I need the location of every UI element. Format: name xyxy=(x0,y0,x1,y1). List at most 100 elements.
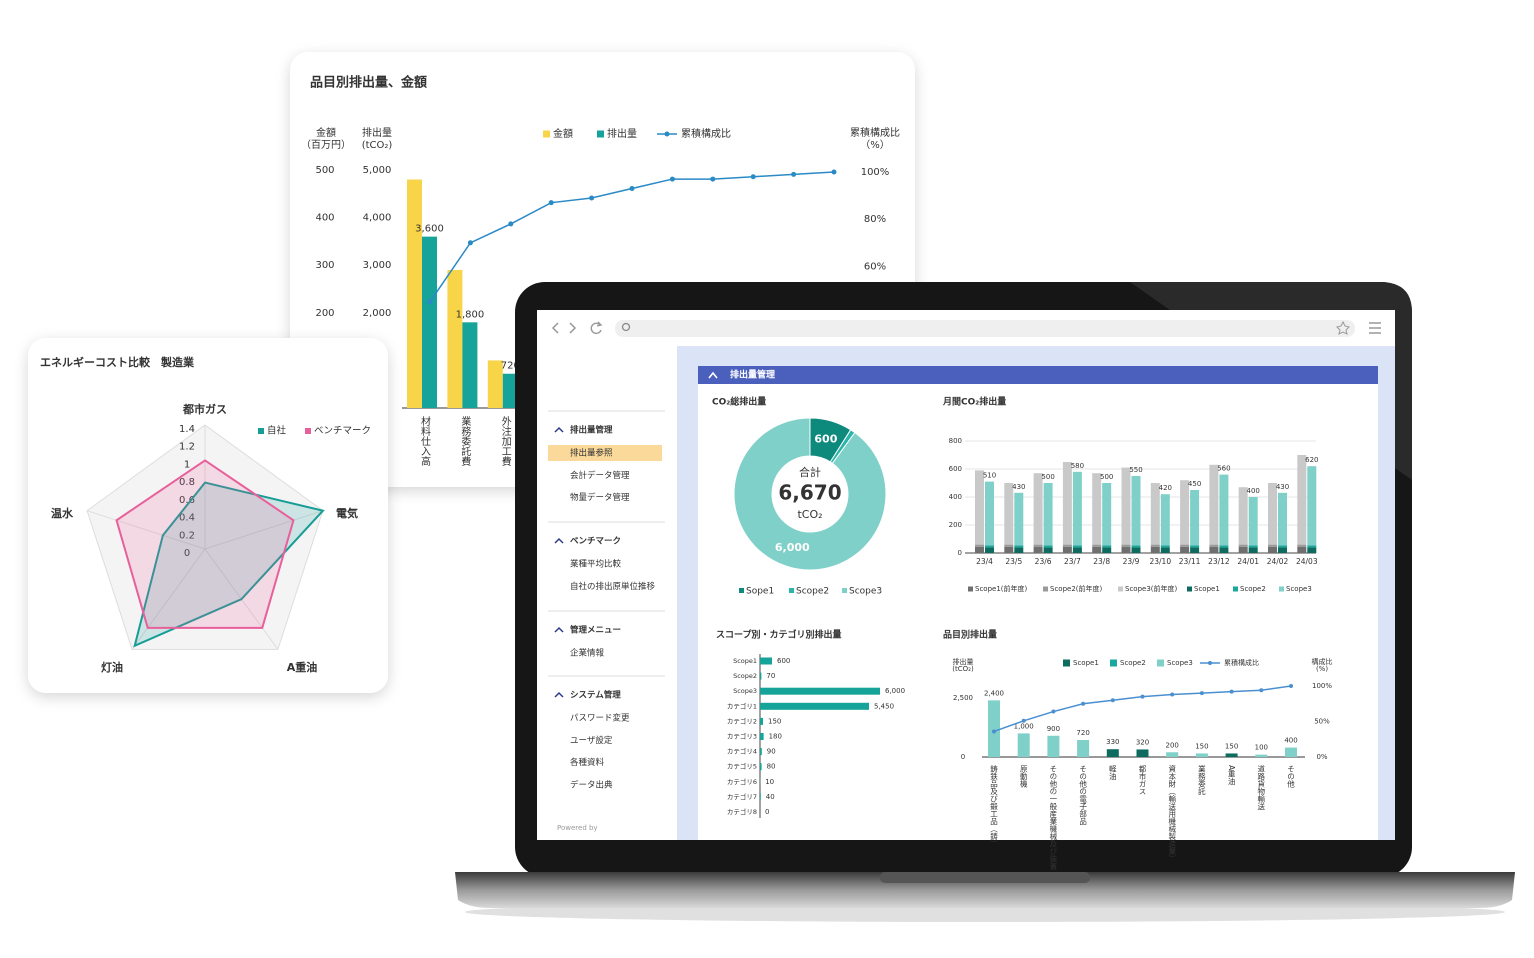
menu-item[interactable]: 業種平均比較 xyxy=(570,559,622,570)
y-tick-label: Scope3 xyxy=(733,687,757,695)
total-label: 450 xyxy=(1188,480,1201,488)
y-tick-label: Scope2 xyxy=(733,672,757,680)
bar xyxy=(1150,483,1160,545)
bar xyxy=(1004,483,1014,545)
value-label: 70 xyxy=(766,672,775,680)
menu-item[interactable]: 排出量参照 xyxy=(570,448,613,459)
legend-label: Scope3 xyxy=(1167,659,1193,667)
bar xyxy=(487,360,503,408)
x-tick-label: 24/01 xyxy=(1237,557,1259,566)
y-tick-label: Scope1 xyxy=(733,657,757,665)
bar xyxy=(1248,547,1258,553)
bar xyxy=(1062,462,1072,545)
section-title[interactable]: 排出量管理 xyxy=(570,425,613,436)
collapse-icon[interactable] xyxy=(708,371,718,379)
menu-item[interactable]: 自社の排出原単位推移 xyxy=(570,581,656,592)
bar xyxy=(988,700,1000,757)
x-tick-label: 軽油 xyxy=(1108,765,1117,782)
section-title[interactable]: ベンチマーク xyxy=(570,536,621,547)
star-icon[interactable] xyxy=(1336,320,1350,335)
x-tick-label: 23/6 xyxy=(1035,557,1052,566)
bar xyxy=(1268,483,1277,545)
legend-label: Scope1 xyxy=(1194,585,1220,593)
x-tick-label: その他の一般産業機械及び装置 xyxy=(1049,765,1058,871)
menu-item[interactable]: 物量データ管理 xyxy=(570,492,630,503)
bar xyxy=(1209,546,1219,553)
line-marker xyxy=(629,186,635,192)
x-tick-label: 24/02 xyxy=(1267,557,1289,566)
value-label: 2,400 xyxy=(984,689,1004,697)
bar xyxy=(1248,497,1258,546)
value-label: 900 xyxy=(1047,725,1060,733)
nav-buttons[interactable] xyxy=(551,322,577,334)
menu-item[interactable]: パスワード変更 xyxy=(570,713,630,724)
chart-title: スコープ別・カテゴリ別排出量 xyxy=(716,629,841,641)
chevron[interactable] xyxy=(554,691,564,698)
bar xyxy=(1014,545,1024,548)
y-tick-label: カテゴリ1 xyxy=(727,701,757,710)
bar xyxy=(1238,546,1248,553)
menu-icon[interactable] xyxy=(1369,322,1381,334)
bar xyxy=(985,481,994,546)
axis-label: 都市ガス xyxy=(182,402,227,416)
menu-item[interactable]: 会計データ管理 xyxy=(570,470,630,481)
line-marker xyxy=(467,240,473,246)
line-marker xyxy=(1110,698,1115,703)
bar xyxy=(1043,483,1053,546)
legend-label: Scope3 xyxy=(849,587,882,597)
bar xyxy=(1033,544,1043,547)
bar xyxy=(760,657,772,665)
legend-swatch xyxy=(789,588,794,593)
legend-label: 金額 xyxy=(553,127,573,140)
y-tick-label: 0 xyxy=(961,753,965,761)
bar xyxy=(1150,544,1160,547)
bar xyxy=(760,793,761,801)
chevron[interactable] xyxy=(554,426,564,433)
y-tick-label: 200 xyxy=(949,521,962,529)
menu-item[interactable]: 各種資料 xyxy=(570,757,605,768)
bar xyxy=(1209,544,1219,547)
line-marker xyxy=(750,174,756,180)
bar xyxy=(1160,545,1170,548)
legend-swatch xyxy=(1110,659,1117,667)
line-marker xyxy=(1170,692,1175,697)
x-tick-label: 原動機 xyxy=(1019,765,1028,789)
value-label: 320 xyxy=(1136,738,1149,746)
bar xyxy=(1150,546,1160,553)
bar xyxy=(1166,752,1179,757)
y-tick-label: 800 xyxy=(949,437,962,445)
legend-label: Scope2 xyxy=(1120,659,1146,667)
menu-item[interactable]: 企業情報 xyxy=(570,648,605,659)
bar xyxy=(1121,544,1131,547)
value-label: 1,000 xyxy=(1014,722,1034,730)
bar xyxy=(1297,546,1307,553)
bar xyxy=(1278,547,1287,553)
y-tick-label: カテゴリ4 xyxy=(727,747,757,756)
y-tick-label: 400 xyxy=(949,493,962,501)
chevron[interactable] xyxy=(554,537,564,544)
x-tick-label: 23/5 xyxy=(1005,557,1022,566)
section-title[interactable]: システム管理 xyxy=(570,690,621,701)
menu-item[interactable]: ユーザ設定 xyxy=(570,735,613,746)
y-tick-label: 600 xyxy=(949,465,962,473)
chevron[interactable] xyxy=(554,626,564,633)
legend-swatch xyxy=(1157,659,1164,667)
legend-label: Scope3 xyxy=(1286,585,1312,593)
value-label: 6,000 xyxy=(885,687,905,695)
section-title[interactable]: 管理メニュー xyxy=(570,625,621,636)
r-tick-label: 0.6 xyxy=(179,495,195,506)
reload-button[interactable] xyxy=(590,321,603,335)
address-bar[interactable] xyxy=(615,320,1355,337)
total-label: 400 xyxy=(1247,487,1260,495)
x-tick-label: 資本財（輸送用機械製造業） xyxy=(1167,764,1176,863)
axis-label: 灯油 xyxy=(101,660,123,674)
bar xyxy=(1285,747,1297,757)
bar xyxy=(1136,749,1149,757)
menu-item[interactable]: データ出典 xyxy=(570,779,613,790)
line-marker xyxy=(1259,688,1264,693)
bar xyxy=(462,322,478,408)
total: 6,670 xyxy=(778,481,841,505)
x-tick-label: 23/10 xyxy=(1149,557,1171,566)
bar xyxy=(1077,740,1090,757)
bar xyxy=(1219,547,1229,553)
